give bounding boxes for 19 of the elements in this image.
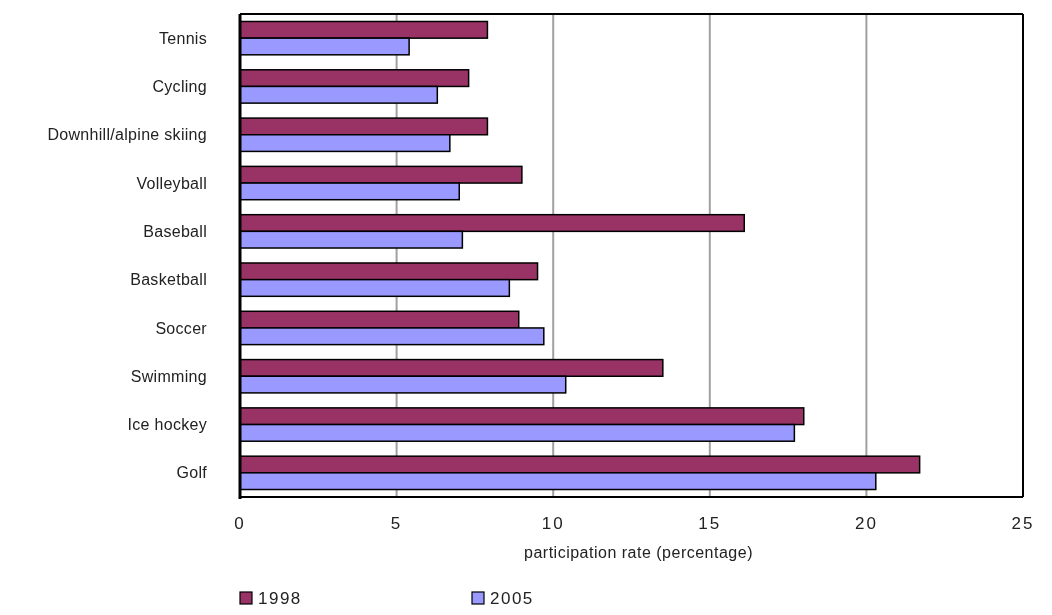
x-tick-label: 10 — [541, 513, 565, 533]
y-tick-label: Golf — [176, 464, 208, 482]
y-tick-label: Downhill/alpine skiing — [47, 126, 207, 144]
y-tick-label: Baseball — [143, 222, 207, 240]
y-tick-label: Cycling — [152, 78, 207, 96]
y-tick-label: Ice hockey — [127, 416, 207, 434]
y-tick-label: Tennis — [158, 29, 207, 47]
y-tick-label: Swimming — [130, 367, 207, 385]
y-tick-label: Soccer — [155, 319, 208, 337]
legend-label: 2005 — [490, 588, 534, 608]
legend-label: 1998 — [258, 588, 302, 608]
y-tick-label: Volleyball — [136, 174, 207, 192]
x-tick-label: 5 — [390, 513, 403, 533]
y-tick-label: Basketball — [130, 271, 207, 289]
x-tick-label: 20 — [854, 513, 878, 533]
x-tick-label: 25 — [1011, 513, 1035, 533]
x-tick-label: 0 — [234, 513, 246, 533]
x-tick-label: 15 — [698, 513, 722, 533]
x-axis-title: participation rate (percentage) — [524, 543, 753, 561]
